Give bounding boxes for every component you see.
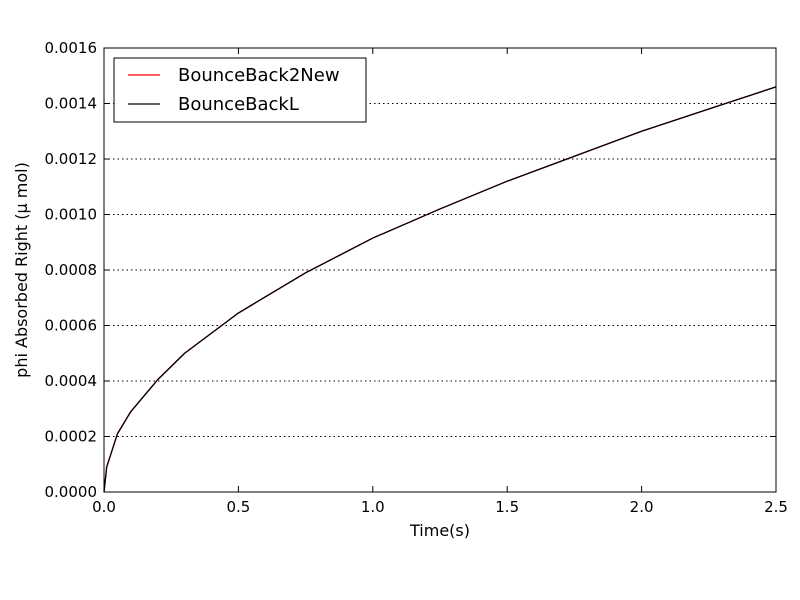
series-line-bouncebackl [103, 86, 777, 493]
y-tick-label: 0.0006 [45, 317, 98, 335]
legend-label-bouncebackl: BounceBackL [178, 94, 299, 115]
y-tick-label: 0.0012 [45, 150, 98, 168]
y-tick-label: 0.0002 [45, 428, 98, 446]
y-tick-label: 0.0014 [45, 95, 98, 113]
y-tick-label: 0.0000 [45, 483, 98, 501]
y-tick-label: 0.0004 [45, 372, 98, 390]
legend-box [113, 57, 367, 123]
y-tick-label: 0.0016 [45, 39, 98, 57]
series-layer [103, 86, 777, 493]
x-tick-label: 1.0 [361, 498, 385, 516]
x-tick-label: 0.0 [92, 498, 116, 516]
y-axis: 0.0000 0.0002 0.0004 0.0006 0.0008 0.0010 0.00… [45, 39, 776, 501]
y-tick-label: 0.0010 [45, 206, 98, 224]
x-axis: 0.0 0.5 1.0 1.5 2.0 2.5 [92, 48, 788, 516]
x-axis-label: Time(s) [409, 521, 470, 540]
x-tick-label: 2.5 [764, 498, 788, 516]
legend: BounceBack2New BounceBackL [113, 57, 367, 123]
legend-label-bounceback2new: BounceBack2New [178, 65, 340, 86]
y-tick-label: 0.0008 [45, 261, 98, 279]
x-tick-label: 2.0 [630, 498, 654, 516]
x-tick-label: 1.5 [495, 498, 519, 516]
y-axis-label: phi Absorbed Right (μ mol) [12, 162, 31, 378]
x-tick-label: 0.5 [226, 498, 250, 516]
